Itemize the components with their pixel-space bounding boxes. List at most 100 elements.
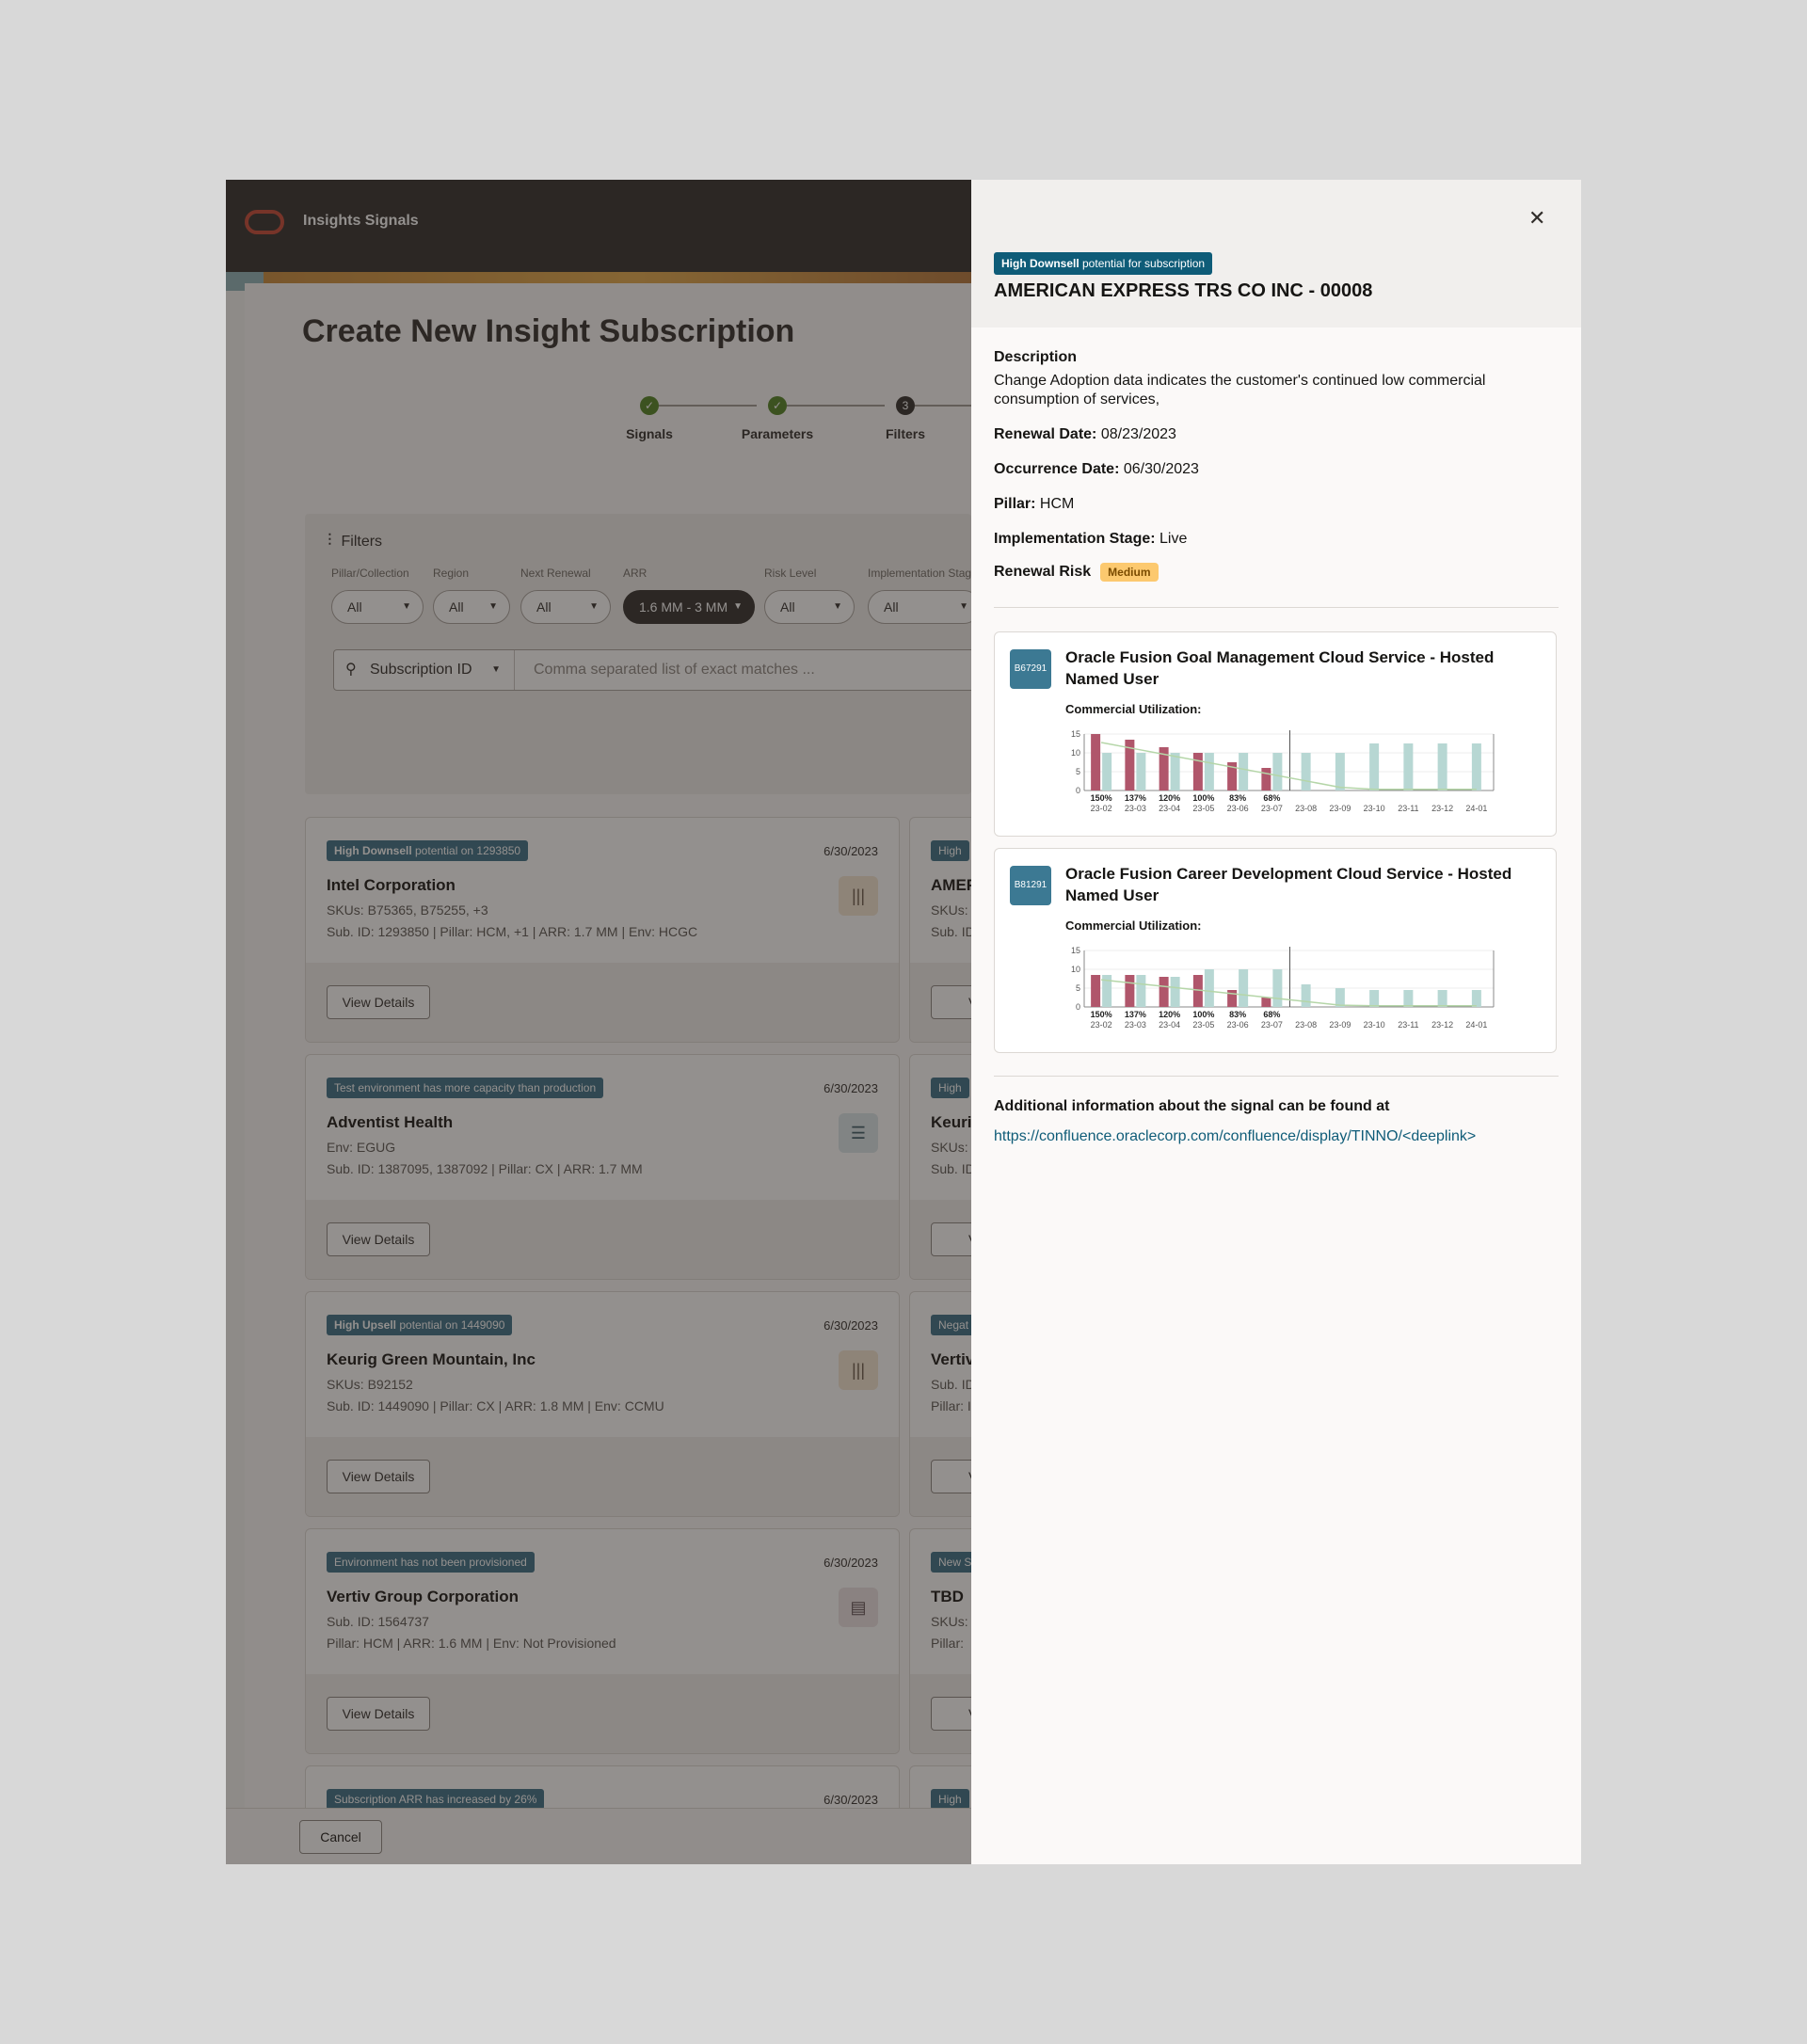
renewal-risk: Renewal Risk Medium — [994, 563, 1559, 582]
trend-line — [1101, 979, 1477, 1007]
bar-entitled — [1437, 743, 1447, 790]
bar-actual — [1159, 747, 1169, 790]
x-tick-label: 23-04 — [1159, 1020, 1180, 1030]
x-tick-label: 23-08 — [1295, 804, 1317, 813]
drawer-title: AMERICAN EXPRESS TRS CO INC - 00008 — [994, 280, 1373, 301]
additional-info-label: Additional information about the signal … — [994, 1098, 1390, 1114]
bar-entitled — [1403, 743, 1414, 790]
x-tick-label: 23-03 — [1125, 804, 1146, 813]
bar-actual — [1192, 975, 1203, 1007]
bar-actual — [1091, 975, 1101, 1007]
x-tick-label: 23-02 — [1091, 1020, 1112, 1030]
sku-tag: B67291 — [1010, 649, 1051, 689]
bar-entitled — [1272, 753, 1283, 790]
y-tick-label: 10 — [1071, 965, 1080, 974]
x-tick-label: 23-11 — [1398, 1020, 1418, 1030]
percent-label: 100% — [1192, 1010, 1214, 1019]
confluence-link[interactable]: https://confluence.oraclecorp.com/conflu… — [994, 1128, 1477, 1144]
chart-label: Commercial Utilization: — [1065, 918, 1202, 933]
bar-entitled — [1170, 977, 1180, 1007]
drawer-header: ✕ High Downsell potential for subscripti… — [971, 180, 1581, 327]
percent-label: 120% — [1159, 1010, 1180, 1019]
bar-actual — [1261, 998, 1271, 1007]
y-tick-label: 10 — [1071, 748, 1080, 758]
sku-tag: B81291 — [1010, 866, 1051, 905]
product-card: B81291 Oracle Fusion Career Development … — [994, 848, 1557, 1053]
x-tick-label: 23-06 — [1227, 804, 1249, 813]
bar-entitled — [1170, 753, 1180, 790]
bar-entitled — [1369, 743, 1380, 790]
trend-line — [1100, 742, 1477, 790]
bar-entitled — [1301, 753, 1311, 790]
x-tick-label: 24-01 — [1465, 804, 1487, 813]
x-tick-label: 23-07 — [1261, 804, 1283, 813]
bar-actual — [1261, 768, 1271, 790]
bar-entitled — [1471, 990, 1481, 1007]
percent-label: 83% — [1229, 1010, 1246, 1019]
risk-badge: Medium — [1100, 563, 1159, 582]
y-tick-label: 5 — [1076, 767, 1080, 776]
bar-actual — [1125, 975, 1135, 1007]
divider — [994, 607, 1559, 608]
bar-entitled — [1272, 969, 1283, 1007]
x-tick-label: 23-06 — [1227, 1020, 1249, 1030]
bar-actual — [1227, 762, 1238, 790]
x-tick-label: 23-05 — [1192, 804, 1214, 813]
percent-label: 83% — [1229, 793, 1246, 803]
x-tick-label: 23-12 — [1431, 804, 1453, 813]
bar-actual — [1159, 977, 1169, 1007]
modal-scrim[interactable] — [226, 180, 971, 1864]
percent-label: 150% — [1091, 793, 1112, 803]
x-tick-label: 23-10 — [1364, 804, 1385, 813]
implementation-stage: Implementation Stage: Live — [994, 531, 1188, 547]
product-title: Oracle Fusion Career Development Cloud S… — [1065, 865, 1512, 904]
percent-label: 137% — [1125, 793, 1146, 803]
x-tick-label: 23-11 — [1398, 804, 1418, 813]
x-tick-label: 23-03 — [1125, 1020, 1146, 1030]
bar-actual — [1227, 990, 1238, 1007]
bar-actual — [1125, 740, 1135, 790]
x-tick-label: 23-08 — [1295, 1020, 1317, 1030]
main-page: Insights Signals Create New Insight Subs… — [226, 180, 971, 1864]
description-text: Change Adoption data indicates the custo… — [994, 373, 1486, 407]
bar-entitled — [1437, 990, 1447, 1007]
product-card: B67291 Oracle Fusion Goal Management Clo… — [994, 631, 1557, 837]
percent-label: 120% — [1159, 793, 1180, 803]
y-tick-label: 5 — [1076, 983, 1080, 993]
y-tick-label: 15 — [1071, 946, 1080, 955]
close-icon[interactable]: ✕ — [1528, 206, 1546, 230]
percent-label: 68% — [1263, 1010, 1280, 1019]
y-tick-label: 15 — [1071, 729, 1080, 739]
product-title: Oracle Fusion Goal Management Cloud Serv… — [1065, 648, 1495, 688]
bar-entitled — [1136, 753, 1146, 790]
app-window: Insights Signals Create New Insight Subs… — [226, 180, 1581, 1864]
x-tick-label: 23-10 — [1364, 1020, 1385, 1030]
renewal-date: Renewal Date: 08/23/2023 — [994, 426, 1176, 442]
percent-label: 150% — [1091, 1010, 1112, 1019]
divider — [994, 1076, 1559, 1077]
bar-entitled — [1369, 990, 1380, 1007]
occurrence-date: Occurrence Date: 06/30/2023 — [994, 461, 1199, 477]
y-tick-label: 0 — [1076, 786, 1080, 795]
bar-entitled — [1335, 753, 1345, 790]
bar-entitled — [1204, 753, 1214, 790]
x-tick-label: 23-02 — [1091, 804, 1112, 813]
percent-label: 137% — [1125, 1010, 1146, 1019]
bar-entitled — [1204, 969, 1214, 1007]
bar-actual — [1091, 734, 1101, 790]
x-tick-label: 24-01 — [1465, 1020, 1487, 1030]
x-tick-label: 23-09 — [1329, 1020, 1351, 1030]
bar-entitled — [1239, 753, 1249, 790]
bar-entitled — [1471, 743, 1481, 790]
bar-actual — [1192, 753, 1203, 790]
x-tick-label: 23-04 — [1159, 804, 1180, 813]
chart-label: Commercial Utilization: — [1065, 702, 1202, 716]
x-tick-label: 23-07 — [1261, 1020, 1283, 1030]
bar-entitled — [1102, 975, 1112, 1007]
x-tick-label: 23-12 — [1431, 1020, 1453, 1030]
percent-label: 100% — [1192, 793, 1214, 803]
x-tick-label: 23-05 — [1192, 1020, 1214, 1030]
signal-detail-drawer: ✕ High Downsell potential for subscripti… — [971, 180, 1581, 1864]
